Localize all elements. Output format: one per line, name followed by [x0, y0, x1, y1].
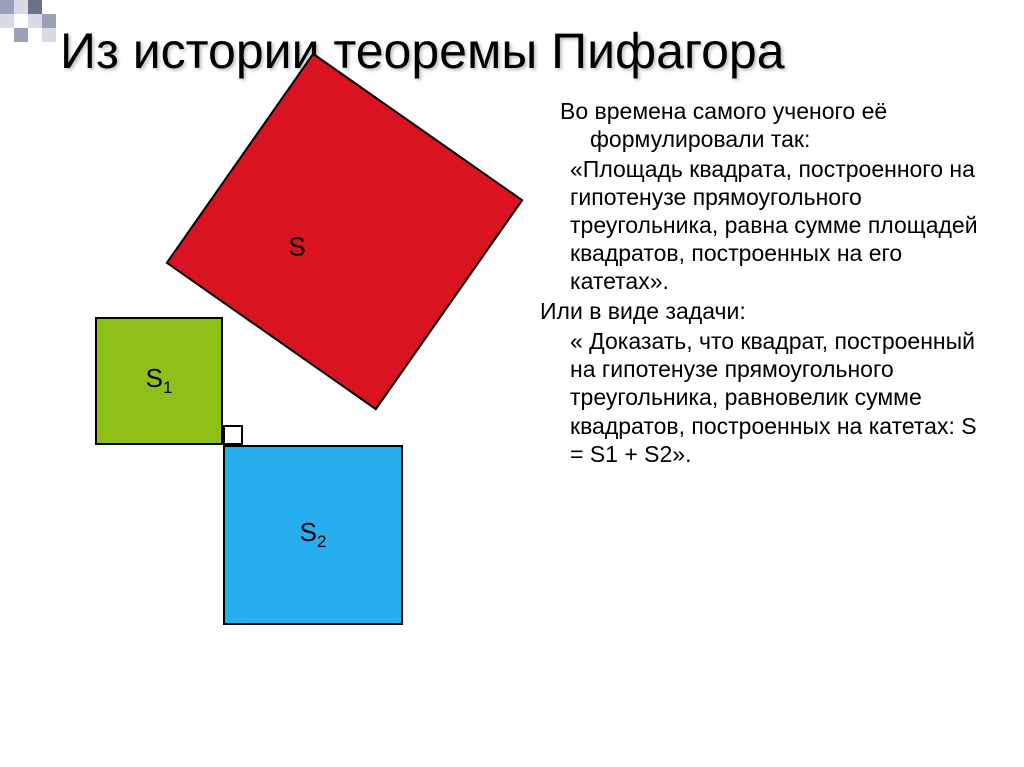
deco-block: [0, 0, 14, 14]
slide: Из истории теоремы Пифагора S S1 S2 Во вре…: [0, 0, 1024, 637]
deco-block: [28, 14, 42, 28]
slide-content: S S1 S2 Во времена самого ученого её форму…: [60, 97, 984, 617]
paragraph-quote2: « Доказать, что квадрат, построенный на …: [540, 327, 984, 467]
pythagoras-diagram: S S1 S2: [60, 97, 530, 617]
paragraph-quote1: «Площадь квадрата, построенного на гипот…: [540, 155, 984, 295]
deco-block: [0, 14, 14, 28]
label-s1: S1: [146, 363, 173, 398]
deco-block: [42, 28, 56, 42]
paragraph-or: Или в виде задачи:: [540, 297, 984, 325]
deco-block: [14, 28, 28, 42]
deco-block: [14, 0, 28, 14]
slide-title: Из истории теоремы Пифагора: [60, 24, 984, 79]
label-s: S: [288, 232, 305, 263]
corner-decoration: [0, 0, 80, 50]
deco-block: [28, 0, 42, 14]
deco-block: [42, 14, 56, 28]
paragraph-intro: Во времена самого ученого её формулирова…: [540, 97, 984, 153]
right-angle-marker: [223, 425, 243, 445]
square-leg-2: S2: [223, 445, 403, 625]
text-column: Во времена самого ученого её формулирова…: [540, 97, 984, 617]
label-s2: S2: [300, 517, 327, 552]
square-leg-1: S1: [95, 317, 223, 445]
